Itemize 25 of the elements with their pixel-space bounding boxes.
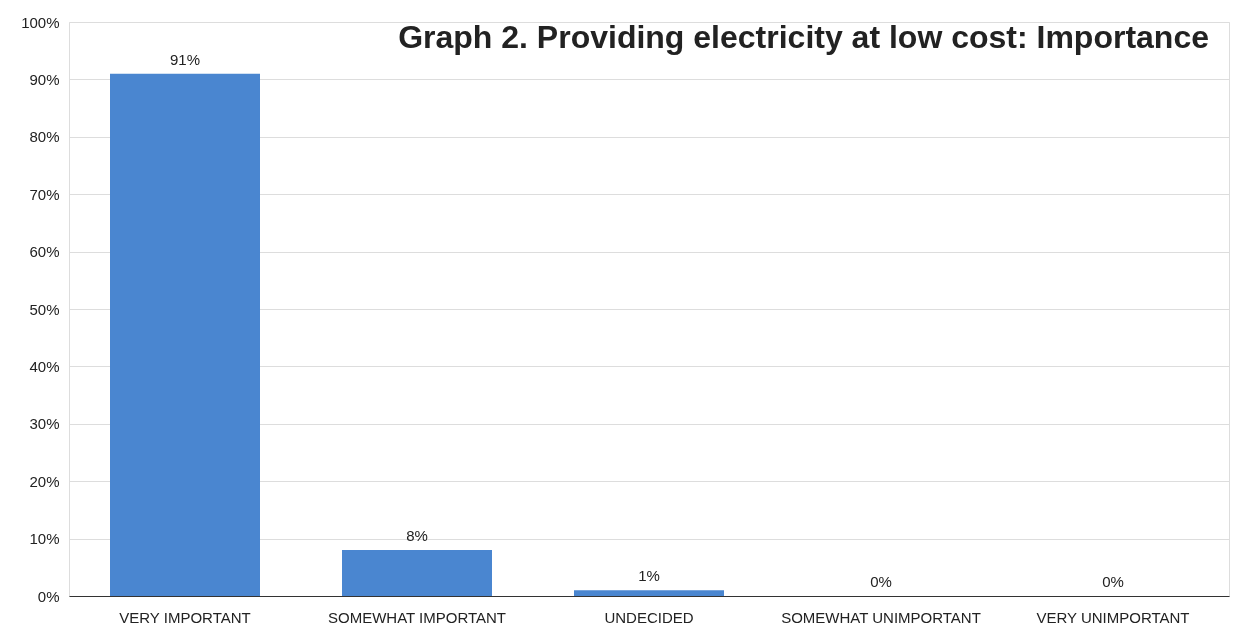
y-tick-label: 90% [29,70,60,88]
x-tick-label: SOMEWHAT IMPORTANT [327,608,507,626]
y-tick-label: 60% [29,243,60,261]
data-label: 91% [169,50,201,68]
bar [342,550,492,596]
data-label: 8% [406,527,428,545]
bar [110,73,260,596]
x-tick-label: VERY IMPORTANT [119,608,251,626]
y-tick-label: 30% [29,415,60,433]
chart-title: Graph 2. Providing electricity at low cost: Importance [398,19,1209,55]
y-tick-label: 0% [37,587,60,605]
y-tick-label: 50% [29,300,60,318]
y-tick-label: 20% [29,472,60,490]
y-tick-label: 40% [29,357,60,375]
y-tick-label: 70% [29,185,60,203]
y-tick-label: 10% [29,530,60,548]
x-tick-label: UNDECIDED [604,608,694,626]
data-label: 0% [870,573,892,590]
y-tick-label: 100% [21,13,60,31]
x-tick-label: VERY UNIMPORTANT [1036,608,1190,626]
bar [574,590,724,596]
data-label: 1% [638,567,660,585]
x-tick-label: SOMEWHAT UNIMPORTANT [781,608,981,626]
data-label: 0% [1102,573,1124,590]
y-tick-label: 80% [29,128,60,146]
